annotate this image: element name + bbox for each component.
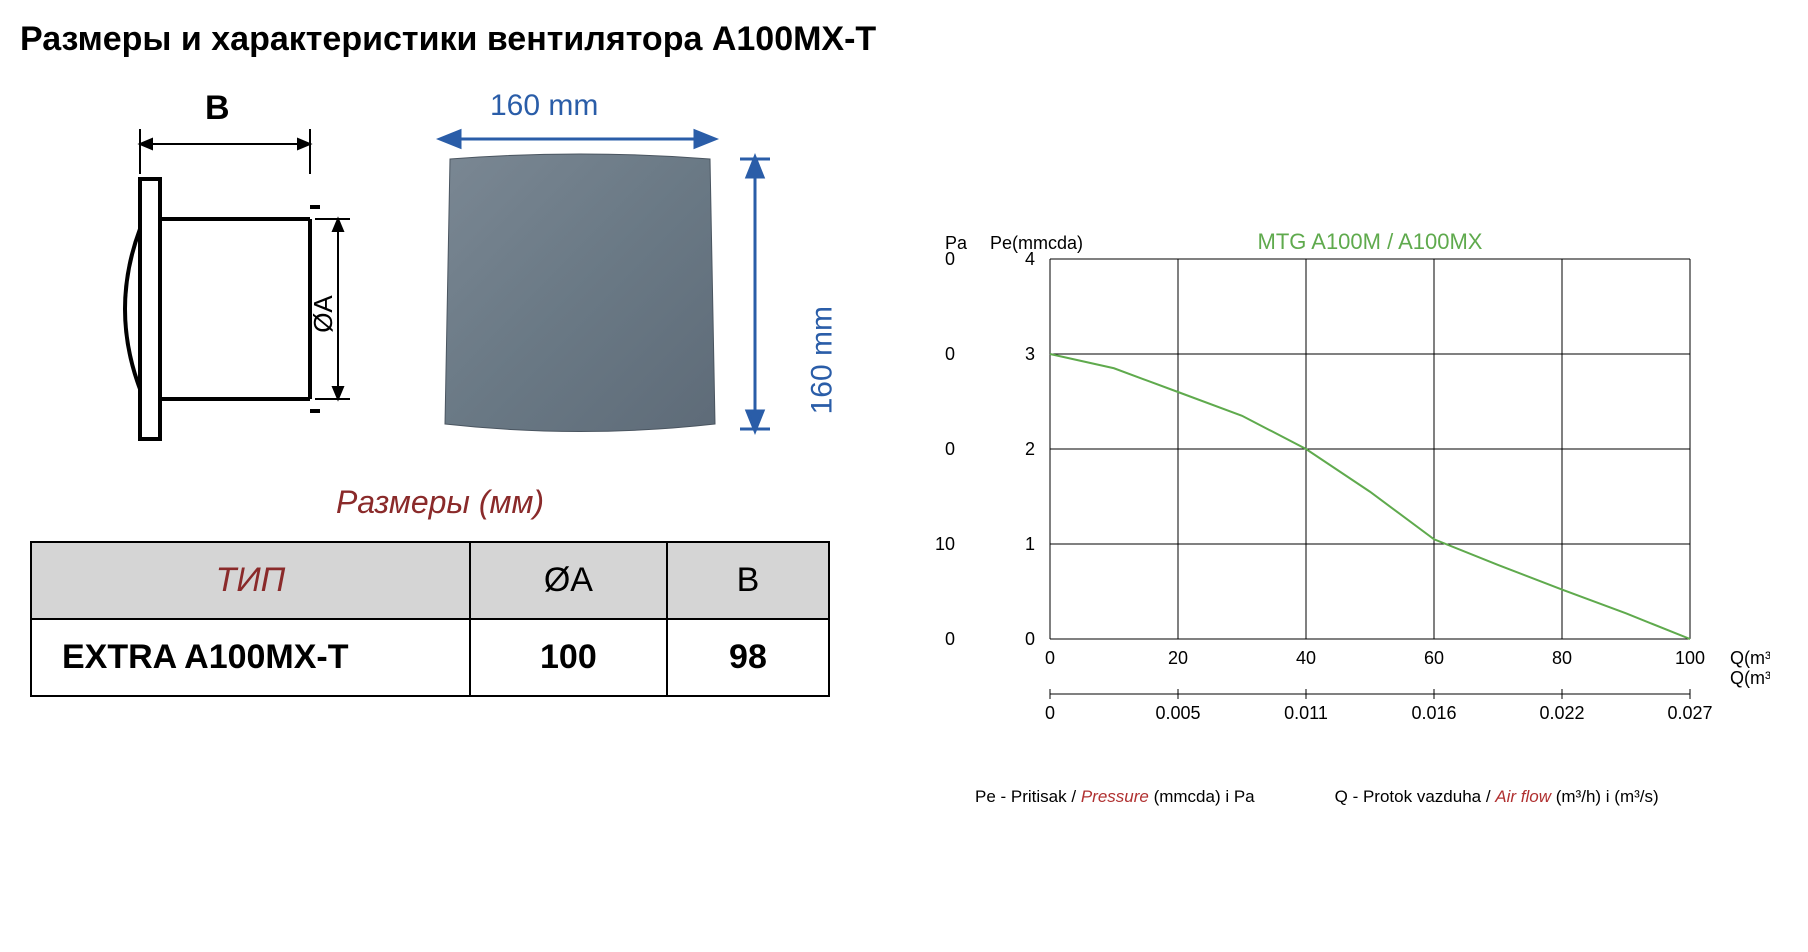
svg-text:Q(m³/s): Q(m³/s) [1730, 668, 1770, 688]
front-panel-svg [410, 89, 830, 469]
svg-text:2: 2 [1025, 439, 1035, 459]
svg-text:0: 0 [1045, 703, 1055, 723]
svg-text:0: 0 [945, 249, 955, 269]
col-diameter: ØA [470, 542, 667, 619]
dim-width-160: 160 mm [490, 89, 598, 123]
svg-text:0.022: 0.022 [1539, 703, 1584, 723]
chart-svg: PaPe(mmcda)MTG A100M / A100MX04030210100… [900, 219, 1770, 779]
legend-pressure: Pe - Pritisak / Pressure (mmcda) i Pa [975, 787, 1255, 807]
svg-text:0: 0 [1045, 648, 1055, 668]
svg-text:4: 4 [1025, 249, 1035, 269]
right-column: PaPe(mmcda)MTG A100M / A100MX04030210100… [900, 89, 1780, 807]
page-title: Размеры и характеристики вентилятора А10… [20, 20, 1788, 59]
svg-text:1: 1 [1025, 534, 1035, 554]
schematic-svg: ØA [110, 89, 370, 469]
dimensions-table: ТИП ØA B EXTRA A100MX-T 100 98 [30, 541, 830, 697]
dim-label-OA: ØA [308, 295, 338, 333]
svg-text:MTG A100M / A100MX: MTG A100M / A100MX [1258, 229, 1483, 254]
svg-text:0: 0 [945, 439, 955, 459]
cell-type: EXTRA A100MX-T [31, 619, 470, 696]
col-B: B [667, 542, 829, 619]
chart-legend: Pe - Pritisak / Pressure (mmcda) i Pa Q … [900, 787, 1780, 807]
svg-text:0: 0 [945, 629, 955, 649]
svg-text:0.005: 0.005 [1155, 703, 1200, 723]
svg-text:40: 40 [1296, 648, 1316, 668]
cell-B: 98 [667, 619, 829, 696]
svg-text:0.027: 0.027 [1667, 703, 1712, 723]
svg-text:20: 20 [1168, 648, 1188, 668]
svg-text:60: 60 [1424, 648, 1444, 668]
svg-text:Pe(mmcda): Pe(mmcda) [990, 233, 1083, 253]
col-type: ТИП [31, 542, 470, 619]
svg-text:0.016: 0.016 [1411, 703, 1456, 723]
svg-text:0: 0 [945, 344, 955, 364]
svg-text:0: 0 [1025, 629, 1035, 649]
schematic-diagram: B [110, 89, 370, 469]
front-panel-photo: 160 mm [410, 89, 830, 469]
main-layout: B [20, 89, 1788, 807]
svg-text:3: 3 [1025, 344, 1035, 364]
performance-chart: PaPe(mmcda)MTG A100M / A100MX04030210100… [900, 219, 1770, 779]
left-column: B [20, 89, 860, 697]
dim-height-160: 160 mm [805, 306, 839, 414]
dimensions-subtitle: Размеры (мм) [20, 484, 860, 521]
cell-diameter: 100 [470, 619, 667, 696]
table-row: EXTRA A100MX-T 100 98 [31, 619, 829, 696]
svg-text:80: 80 [1552, 648, 1572, 668]
svg-text:100: 100 [1675, 648, 1705, 668]
svg-text:10: 10 [935, 534, 955, 554]
dim-label-B: B [205, 89, 230, 128]
svg-text:Q(m³/h): Q(m³/h) [1730, 648, 1770, 668]
diagrams-row: B [110, 89, 860, 469]
svg-text:0.011: 0.011 [1284, 703, 1328, 723]
table-header-row: ТИП ØA B [31, 542, 829, 619]
legend-airflow: Q - Protok vazduha / Air flow (m³/h) i (… [1335, 787, 1659, 807]
